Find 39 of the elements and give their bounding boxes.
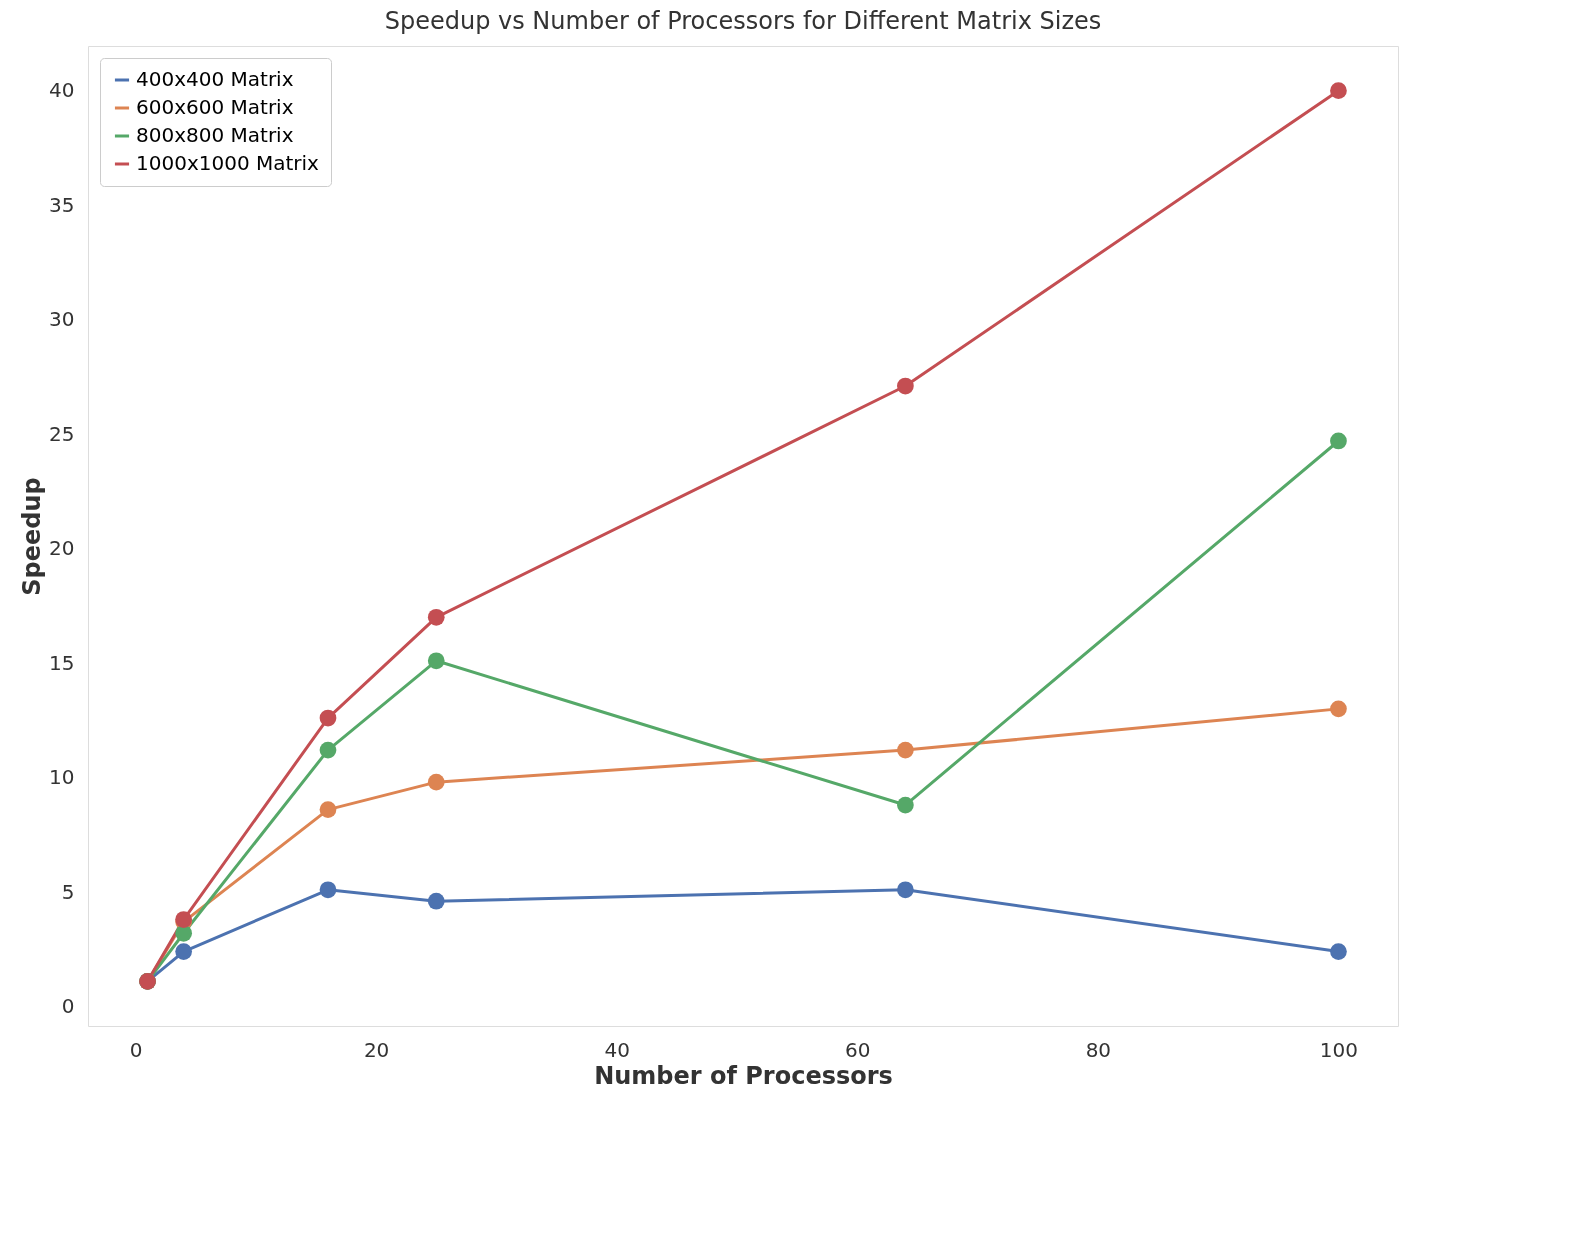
x-tick-label: 100 — [1319, 1037, 1359, 1062]
x-tick-label: 0 — [129, 1037, 143, 1062]
legend-label: 400x400 Matrix — [136, 67, 294, 91]
point — [427, 773, 445, 791]
x-tick-label: 80 — [1085, 1037, 1112, 1062]
point — [319, 709, 337, 727]
y-tick-label: 25 — [49, 421, 75, 446]
x-tick-label: 60 — [845, 1037, 871, 1062]
y-tick-label: 5 — [61, 879, 75, 904]
point — [319, 801, 337, 818]
point — [1330, 82, 1347, 99]
legend-label: 600x600 Matrix — [136, 95, 294, 119]
y-tick-label: 20 — [49, 536, 75, 561]
point — [427, 892, 445, 910]
point — [427, 608, 445, 626]
point — [319, 881, 337, 899]
x-axis-title: Number of Processors — [594, 1061, 893, 1090]
point — [897, 796, 914, 814]
y-tick-label: 15 — [49, 650, 75, 675]
y-tick-label: 0 — [61, 994, 75, 1019]
legend-label: 1000x1000 Matrix — [136, 151, 320, 175]
y-tick-label: 30 — [49, 307, 75, 332]
point — [175, 943, 192, 960]
x-tick-label: 40 — [604, 1037, 630, 1062]
y-tick-label: 10 — [49, 765, 75, 790]
point — [1330, 943, 1347, 960]
point — [427, 652, 445, 670]
point — [1330, 700, 1347, 718]
point — [1330, 432, 1347, 450]
y-tick-label: 35 — [49, 192, 75, 217]
legend-label: 800x800 Matrix — [136, 123, 294, 147]
y-axis-title: Speedup — [18, 477, 47, 596]
x-tick-label: 20 — [363, 1037, 390, 1062]
point — [897, 881, 914, 899]
y-tick-label: 40 — [49, 78, 75, 103]
point — [319, 741, 337, 759]
chart-title: Speedup vs Number of Processors for Different Matrix Sizes — [384, 7, 1102, 35]
point — [897, 741, 914, 759]
point — [897, 377, 914, 395]
